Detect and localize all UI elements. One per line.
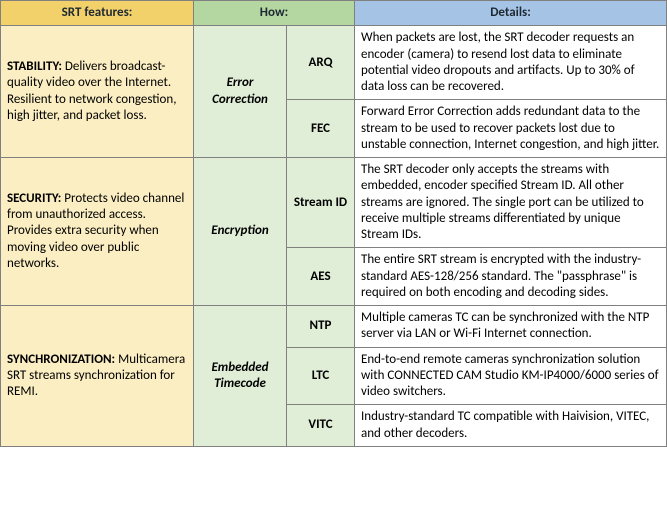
details-cell: Multiple cameras TC can be synchronized … xyxy=(355,306,667,348)
header-details: Details: xyxy=(355,1,667,26)
table-row: SYNCHRONIZATION: Multicamera SRT streams… xyxy=(1,306,667,348)
details-cell: When packets are lost, the SRT decoder r… xyxy=(355,26,667,100)
how-category-cell: Error Correction xyxy=(194,26,287,158)
how-method-cell: LTC xyxy=(287,347,355,405)
how-method-cell: ARQ xyxy=(287,26,355,100)
feature-cell: SYNCHRONIZATION: Multicamera SRT streams… xyxy=(1,306,194,447)
how-method-cell: Stream ID xyxy=(287,158,355,248)
table-row: STABILITY: Delivers broadcast-quality vi… xyxy=(1,26,667,100)
how-method-cell: AES xyxy=(287,248,355,306)
how-category-cell: Embedded Timecode xyxy=(194,306,287,447)
feature-cell: SECURITY: Protects video channel from un… xyxy=(1,158,194,306)
details-cell: End-to-end remote cameras synchronizatio… xyxy=(355,347,667,405)
header-how: How: xyxy=(194,1,355,26)
feature-title: SYNCHRONIZATION: xyxy=(7,352,115,367)
table-body: STABILITY: Delivers broadcast-quality vi… xyxy=(1,26,667,447)
header-features: SRT features: xyxy=(1,1,194,26)
how-category-cell: Encryption xyxy=(194,158,287,306)
details-cell: The SRT decoder only accepts the streams… xyxy=(355,158,667,248)
feature-title: SECURITY: xyxy=(7,191,61,206)
how-method-cell: VITC xyxy=(287,405,355,447)
how-method-cell: NTP xyxy=(287,306,355,348)
header-row: SRT features: How: Details: xyxy=(1,1,667,26)
details-cell: The entire SRT stream is encrypted with … xyxy=(355,248,667,306)
details-cell: Industry-standard TC compatible with Hai… xyxy=(355,405,667,447)
details-cell: Forward Error Correction adds redundant … xyxy=(355,100,667,158)
srt-features-table: SRT features: How: Details: STABILITY: D… xyxy=(0,0,667,447)
feature-title: STABILITY: xyxy=(7,59,62,74)
how-method-cell: FEC xyxy=(287,100,355,158)
feature-cell: STABILITY: Delivers broadcast-quality vi… xyxy=(1,26,194,158)
table-row: SECURITY: Protects video channel from un… xyxy=(1,158,667,248)
